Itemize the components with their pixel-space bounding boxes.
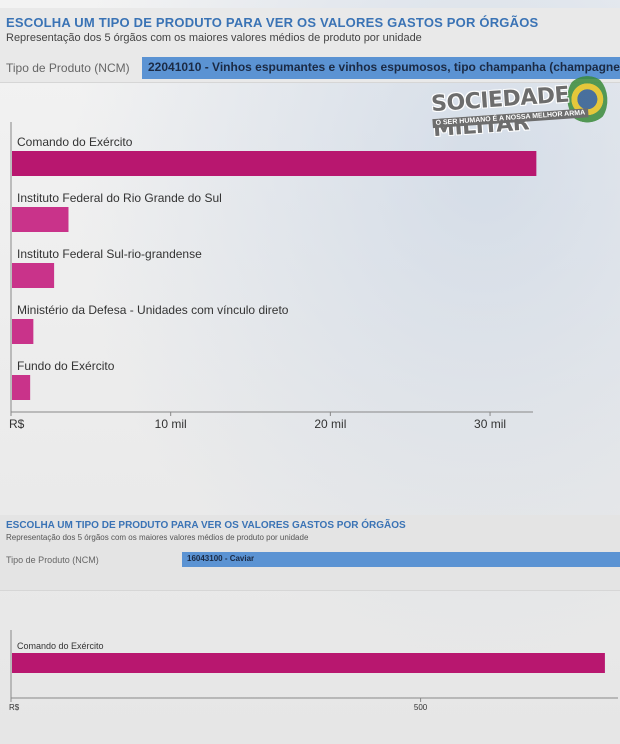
panel-2-ncm-row: Tipo de Produto (NCM) 16043100 - Caviar: [6, 552, 620, 568]
chart-1-tick-label: 20 mil: [314, 417, 346, 431]
panel-1-title: ESCOLHA UM TIPO DE PRODUTO PARA VER OS V…: [6, 15, 539, 30]
chart-2: Comando do Exército R$ 500: [9, 630, 618, 712]
panel-2-ncm-select[interactable]: 16043100 - Caviar: [182, 552, 620, 567]
chart-2-tick-label: R$: [9, 703, 20, 712]
chart-1-bar[interactable]: [12, 319, 34, 344]
panel-1-ncm-row: Tipo de Produto (NCM) 22041010 - Vinhos …: [6, 57, 620, 79]
chart-1-category-label: Fundo do Exército: [17, 359, 115, 373]
chart-1-category-label: Instituto Federal Sul-rio-grandense: [17, 247, 202, 261]
panel-2-title: ESCOLHA UM TIPO DE PRODUTO PARA VER OS V…: [6, 520, 406, 531]
chart-1-bar[interactable]: [12, 151, 537, 176]
chart-1-category-label: Comando do Exército: [17, 135, 133, 149]
chart-1-tick-label: 30 mil: [474, 417, 506, 431]
product-panel-1: ESCOLHA UM TIPO DE PRODUTO PARA VER OS V…: [0, 8, 620, 83]
chart-1-bar[interactable]: [12, 375, 31, 400]
chart-1-bar[interactable]: [12, 207, 69, 232]
chart-2-bar[interactable]: [12, 653, 605, 673]
chart-1-tick-label: R$: [9, 417, 25, 431]
chart-1-bar[interactable]: [12, 263, 55, 288]
panel-1-ncm-select[interactable]: 22041010 - Vinhos espumantes e vinhos es…: [142, 57, 620, 79]
chart-2-tick-label: 500: [414, 703, 428, 712]
chart-1: Comando do Exército Instituto Federal do …: [9, 122, 537, 431]
panel-2-ncm-label: Tipo de Produto (NCM): [6, 555, 99, 565]
panel-1-ncm-label: Tipo de Produto (NCM): [6, 61, 130, 75]
panel-1-header: ESCOLHA UM TIPO DE PRODUTO PARA VER OS V…: [0, 8, 620, 83]
chart-1-category-label: Ministério da Defesa - Unidades com vínc…: [17, 303, 289, 317]
product-panel-2: ESCOLHA UM TIPO DE PRODUTO PARA VER OS V…: [0, 515, 620, 591]
chart-1-category-label: Instituto Federal do Rio Grande do Sul: [17, 191, 222, 205]
panel-1-subtitle: Representação dos 5 órgãos com os maiore…: [6, 32, 422, 44]
chart-1-tick-label: 10 mil: [155, 417, 187, 431]
panel-2-header: ESCOLHA UM TIPO DE PRODUTO PARA VER OS V…: [0, 515, 620, 591]
chart-2-category-label: Comando do Exército: [17, 641, 104, 651]
panel-2-subtitle: Representação dos 5 órgãos com os maiore…: [6, 533, 309, 542]
